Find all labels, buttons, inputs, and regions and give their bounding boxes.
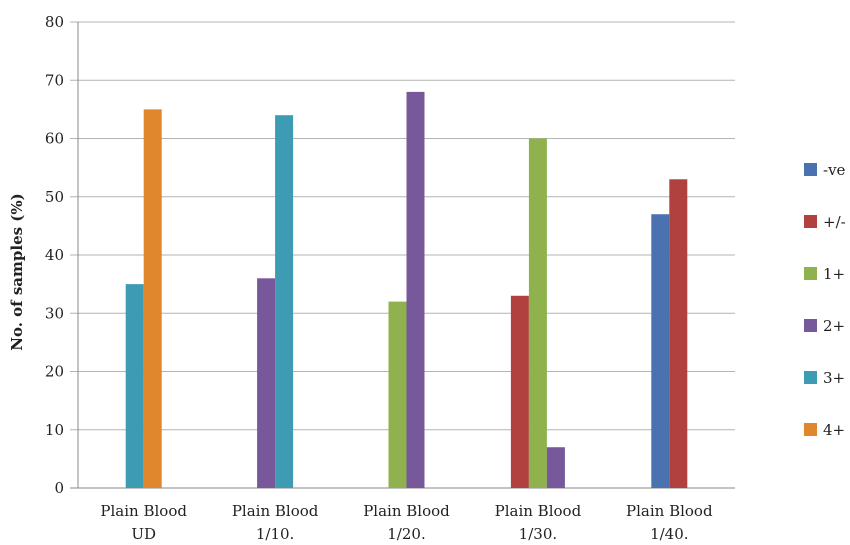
legend-swatch <box>804 319 817 332</box>
bar <box>388 301 407 488</box>
x-tick-label: 1/10. <box>256 525 294 543</box>
x-tick-label: Plain Blood <box>626 502 713 520</box>
bar <box>651 214 670 488</box>
y-tick-label: 50 <box>45 188 64 206</box>
y-axis-ticks: 0 10 20 30 40 50 60 70 80 <box>45 13 64 497</box>
y-axis-title: No. of samples (%) <box>8 193 26 350</box>
legend-swatch <box>804 267 817 280</box>
y-tick-label: 30 <box>45 304 64 322</box>
legend-swatch <box>804 423 817 436</box>
y-tick-label: 40 <box>45 246 64 264</box>
y-tick-label: 10 <box>45 421 64 439</box>
x-axis-labels: Plain Blood UD Plain Blood 1/10. Plain Blood… <box>100 502 713 543</box>
legend-label: 1+ <box>823 265 845 283</box>
bar <box>406 91 425 489</box>
bar <box>257 278 276 488</box>
legend-swatch <box>804 215 817 228</box>
y-tick-label: 60 <box>45 130 64 148</box>
x-tick-label: Plain Blood <box>100 502 187 520</box>
legend-label: -ve <box>823 161 846 179</box>
y-tick-label: 20 <box>45 363 64 381</box>
bars <box>125 91 688 489</box>
bar <box>546 447 565 488</box>
bar <box>528 138 547 488</box>
legend-label: +/- <box>823 213 846 231</box>
gridlines <box>70 21 735 489</box>
y-tick-label: 0 <box>54 479 64 497</box>
x-tick-label: 1/20. <box>387 525 425 543</box>
x-tick-label: Plain Blood <box>363 502 450 520</box>
bar <box>275 115 294 488</box>
legend-swatch <box>804 371 817 384</box>
x-tick-label: Plain Blood <box>495 502 582 520</box>
x-tick-label: UD <box>131 525 156 543</box>
x-tick-label: 1/30. <box>519 525 557 543</box>
x-tick-label: 1/40. <box>650 525 688 543</box>
legend-swatch <box>804 163 817 176</box>
legend-label: 2+ <box>823 317 845 335</box>
x-tick-label: Plain Blood <box>232 502 319 520</box>
y-tick-label: 80 <box>45 13 64 31</box>
bar <box>125 284 144 488</box>
bar <box>143 109 162 488</box>
bar <box>510 295 529 488</box>
legend: -ve +/- 1+ 2+ 3+ 4+ <box>804 161 846 439</box>
bar <box>669 179 688 488</box>
legend-label: 4+ <box>823 421 845 439</box>
y-tick-label: 70 <box>45 71 64 89</box>
legend-label: 3+ <box>823 369 845 387</box>
